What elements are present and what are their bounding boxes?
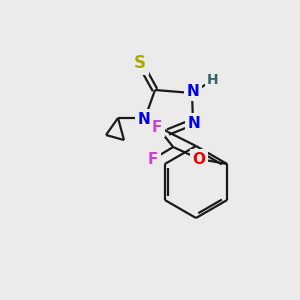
Text: F: F: [148, 152, 158, 166]
Text: O: O: [193, 152, 206, 166]
Text: F: F: [152, 119, 162, 134]
Text: N: N: [138, 112, 150, 127]
Text: S: S: [134, 54, 146, 72]
Text: N: N: [188, 116, 200, 130]
Text: N: N: [187, 83, 200, 98]
Text: H: H: [207, 73, 219, 87]
